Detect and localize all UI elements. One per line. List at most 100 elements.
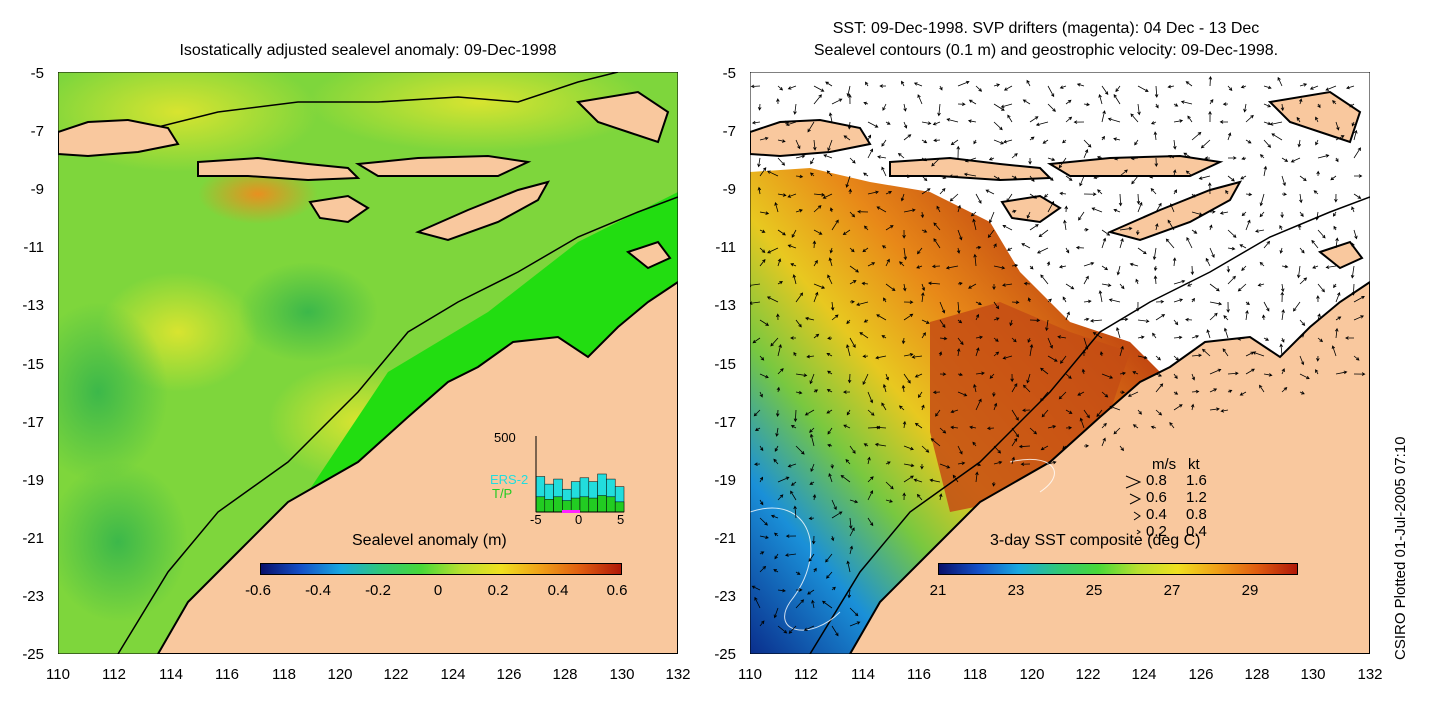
velocity-arrow — [1331, 345, 1337, 357]
velocity-arrow — [1113, 208, 1121, 213]
velocity-arrow — [1353, 229, 1358, 240]
velocity-arrow — [750, 84, 761, 89]
velocity-arrow — [1149, 175, 1157, 179]
velocity-arrow — [993, 460, 1003, 465]
velocity-arrow — [1353, 147, 1361, 159]
velocity-arrow — [1349, 103, 1355, 108]
velocity-arrow — [1029, 224, 1039, 231]
velocity-arrow — [1028, 157, 1032, 165]
velocity-arrow — [1281, 337, 1285, 343]
velocity-arrow — [777, 344, 782, 357]
velocity-arrow — [986, 426, 995, 431]
eastern-islands — [625, 240, 672, 270]
velocity-arrow — [785, 121, 797, 126]
colorbar-tick-label: -0.6 — [245, 582, 271, 599]
velocity-arrow — [1173, 373, 1178, 380]
velocity-arrow — [1173, 189, 1178, 195]
velocity-arrow — [843, 135, 851, 141]
velocity-arrow — [1225, 189, 1229, 195]
x-tick-label: 118 — [272, 666, 296, 683]
velocity-arrow — [1154, 85, 1159, 98]
velocity-arrow — [1040, 367, 1049, 375]
velocity-arrow — [785, 534, 797, 538]
velocity-arrow — [913, 478, 923, 483]
velocity-arrow — [1155, 373, 1163, 377]
velocity-arrow — [790, 263, 797, 267]
velocity-arrow — [813, 94, 822, 105]
velocity-arrow — [1101, 110, 1106, 123]
histogram-bar-tp — [597, 495, 607, 513]
velocity-arrow — [1029, 343, 1034, 357]
velocity-arrow — [1116, 326, 1121, 339]
velocity-arrow — [993, 337, 999, 342]
velocity-arrow — [968, 283, 977, 289]
velocity-arrow — [1245, 219, 1251, 231]
velocity-arrow — [759, 319, 770, 326]
velocity-arrow — [791, 229, 797, 238]
x-tick-label: 124 — [440, 666, 466, 683]
velocity-arrow — [813, 229, 823, 235]
velocity-arrow — [1281, 368, 1285, 375]
velocity-arrow — [813, 85, 825, 92]
velocity-arrow — [939, 187, 946, 195]
velocity-arrow — [921, 283, 926, 292]
velocity-arrow — [1209, 312, 1218, 321]
velocity-arrow — [1116, 265, 1121, 276]
y-tick-label: -11 — [23, 239, 44, 256]
velocity-arrow — [1047, 103, 1056, 112]
timor-island — [414, 180, 551, 242]
velocity-arrow — [975, 471, 979, 483]
velocity-arrow — [1280, 211, 1284, 219]
velocity-arrow — [881, 139, 887, 147]
right-panel-title-line2: Sealevel contours (0.1 m) and geostrophi… — [813, 42, 1279, 59]
velocity-arrow — [927, 281, 941, 286]
x-tick-label: 110 — [46, 666, 70, 683]
velocity-arrow — [827, 336, 833, 340]
velocity-arrow — [849, 337, 856, 349]
velocity-arrow — [1296, 265, 1301, 279]
velocity-arrow — [945, 265, 959, 270]
velocity-arrow — [1101, 265, 1109, 271]
velocity-arrow — [1334, 193, 1338, 203]
velocity-arrow — [1010, 373, 1014, 383]
velocity-arrow — [1003, 85, 1013, 91]
velocity-arrow — [885, 121, 891, 125]
velocity-arrow — [1134, 139, 1139, 146]
velocity-arrow — [1345, 336, 1355, 340]
velocity-arrow — [759, 136, 769, 141]
velocity-arrow — [759, 211, 770, 215]
velocity-arrow — [810, 172, 815, 177]
velocity-arrow — [774, 532, 779, 537]
velocity-arrow — [975, 335, 984, 340]
velocity-arrow — [1022, 384, 1031, 393]
velocity-arrow — [1022, 99, 1031, 105]
velocity-arrow — [1083, 409, 1090, 419]
velocity-arrow — [773, 569, 779, 573]
colorbar-tick-label: 25 — [1085, 582, 1103, 599]
velocity-arrow — [1281, 157, 1289, 162]
y-tick-label: -9 — [722, 181, 736, 198]
velocity-arrow — [776, 313, 780, 321]
velocity-arrow — [777, 368, 784, 375]
bali-lombok-island — [197, 156, 361, 182]
velocity-arrow — [1346, 85, 1355, 90]
velocity-arrow — [1046, 261, 1051, 267]
velocity-arrow — [885, 283, 896, 292]
velocity-arrow — [1271, 133, 1283, 141]
velocity-arrow — [810, 157, 815, 165]
velocity-arrow — [903, 352, 914, 357]
velocity-arrow — [875, 355, 887, 360]
velocity-arrow — [831, 98, 843, 105]
velocity-arrow — [970, 211, 977, 217]
velocity-arrow — [1330, 175, 1337, 181]
velocity-legend-ms: 0.8 — [1146, 472, 1167, 489]
velocity-arrow — [1062, 296, 1067, 303]
velocity-arrow — [1311, 239, 1319, 249]
velocity-arrow — [1155, 103, 1159, 109]
velocity-arrow — [827, 274, 833, 285]
velocity-arrow — [1180, 100, 1193, 105]
velocity-arrow — [1299, 277, 1308, 285]
velocity-arrow — [973, 383, 977, 393]
velocity-arrow — [856, 301, 869, 306]
velocity-arrow — [917, 94, 923, 105]
